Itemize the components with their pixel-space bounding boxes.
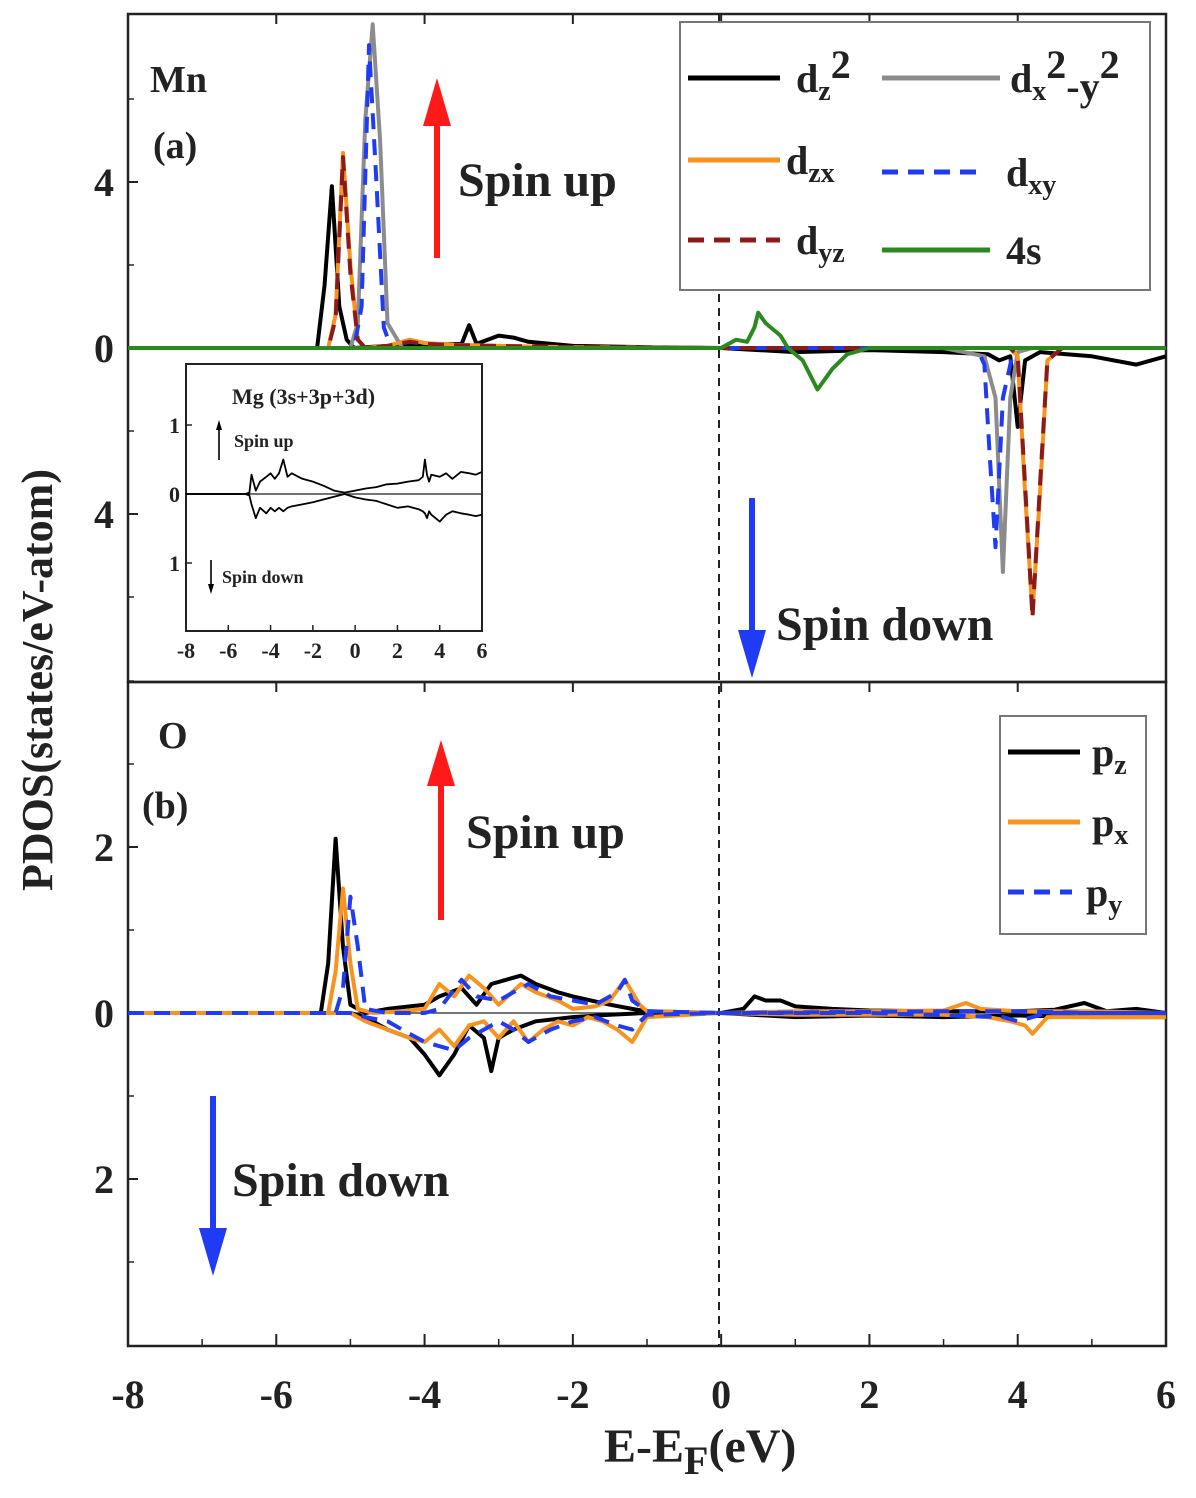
panel-a-y-tick-label: 4: [94, 492, 114, 537]
panel-a-spin-down-label: Spin down: [776, 598, 993, 651]
x-axis-title: E-EF(eV): [604, 1420, 796, 1483]
inset-series-mg-up: [186, 458, 482, 495]
panel-a-spin-up-label: Spin up: [458, 154, 617, 207]
panel-a-letter: (a): [153, 125, 197, 167]
y-axis-title: PDOS(states/eV-atom): [13, 469, 62, 891]
panel-b-letter: (b): [142, 785, 188, 827]
inset-x-tick-label: 4: [434, 638, 445, 663]
panel-a-spin-down-arrow: [738, 498, 766, 678]
x-tick-label: -6: [260, 1372, 293, 1417]
inset-title: Mg (3s+3p+3d): [232, 384, 375, 409]
panel-b-y-tick-label: 2: [94, 825, 114, 870]
x-tick-label: 2: [859, 1372, 879, 1417]
inset-axes: -8 -6 -4 -2 0 2 4 6 1 0 1: [169, 413, 488, 663]
panel-a-axes: 4 0 4: [94, 14, 1167, 598]
panel-a-y-tick-label: 4: [94, 160, 114, 205]
panel-a-curves: [128, 22, 1166, 620]
x-tick-label: 0: [711, 1372, 731, 1417]
inset-spin-down-arrow: [208, 560, 214, 594]
inset-y-tick-label: 1: [169, 551, 180, 576]
inset-x-tick-label: -8: [177, 638, 195, 663]
panel-b-series-py-down: [128, 1011, 1166, 1053]
panel-a-series-dyz: [128, 155, 1166, 620]
x-tick-label: 6: [1156, 1372, 1176, 1417]
inset-y-tick-label: 1: [169, 413, 180, 438]
panel-b-spin-down-label: Spin down: [232, 1154, 449, 1207]
legend-label-4s: 4s: [1006, 228, 1042, 273]
inset-spin-up-arrow: [216, 420, 222, 460]
panel-b-series-py-up: [128, 894, 1166, 1015]
inset-x-tick-label: 0: [350, 638, 361, 663]
inset-x-tick-label: -4: [261, 638, 279, 663]
panel-a-spin-up-arrow: [423, 78, 451, 258]
inset-series-mg-down: [186, 493, 482, 523]
inset-x-tick-label: 2: [392, 638, 403, 663]
x-tick-label: 4: [1008, 1372, 1028, 1417]
panel-b-y-tick-label: 2: [94, 1157, 114, 1202]
panel-a-y-tick-label: 0: [94, 326, 114, 371]
inset-y-tick-label: 0: [169, 482, 180, 507]
x-tick-label: -2: [556, 1372, 589, 1417]
panel-b-spin-up-label: Spin up: [466, 806, 625, 859]
panel-b-element-label: O: [158, 715, 188, 757]
panel-b-y-tick-label: 0: [94, 991, 114, 1036]
inset-spin-up-label: Spin up: [234, 431, 294, 451]
x-tick-label: -4: [408, 1372, 441, 1417]
panel-b-spin-down-arrow: [199, 1096, 227, 1276]
inset-curves: [186, 458, 482, 523]
inset-x-tick-label: -2: [304, 638, 322, 663]
panel-b-curves: [128, 836, 1166, 1078]
inset-x-tick-label: 6: [477, 638, 488, 663]
panel-a-legend: [679, 21, 1151, 291]
panel-a-series-4s: [128, 310, 1166, 392]
inset-x-tick-label: -6: [219, 638, 237, 663]
panel-a-series-dz2: [128, 184, 1166, 429]
panel-b-spin-up-arrow: [427, 740, 455, 920]
legend-label-dyz: dyz: [796, 218, 845, 269]
panel-a-element-label: Mn: [150, 59, 207, 101]
x-tick-label: -8: [111, 1372, 144, 1417]
inset-spin-down-label: Spin down: [222, 567, 304, 587]
